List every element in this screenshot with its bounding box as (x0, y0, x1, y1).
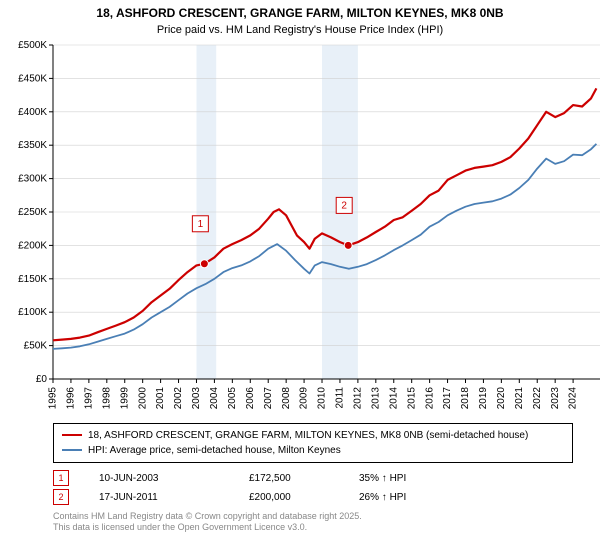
chart-svg: £0 £50K £100K £150K £200K £250K £300K £350K £400… (8, 41, 600, 419)
svg-text:1: 1 (198, 219, 204, 230)
svg-text:£150K: £150K (18, 274, 47, 285)
marker-price: £200,000 (249, 488, 359, 507)
svg-text:2017: 2017 (442, 386, 453, 409)
svg-text:2020: 2020 (496, 386, 507, 409)
svg-text:2012: 2012 (353, 386, 364, 409)
marker-table: 1 10-JUN-2003£172,50035% ↑ HPI 2 17-JUN-201… (53, 469, 573, 507)
svg-text:2003: 2003 (191, 386, 202, 409)
footer-line1: Contains HM Land Registry data © Crown c… (53, 511, 592, 522)
legend-label: HPI: Average price, semi-detached house,… (88, 443, 341, 458)
svg-text:2008: 2008 (281, 386, 292, 409)
marker-date: 10-JUN-2003 (99, 469, 249, 488)
legend-label: 18, ASHFORD CRESCENT, GRANGE FARM, MILTO… (88, 428, 528, 443)
marker-row: 2 17-JUN-2011£200,00026% ↑ HPI (53, 488, 573, 507)
legend-swatch (62, 434, 82, 436)
chart-title-line1: 18, ASHFORD CRESCENT, GRANGE FARM, MILTO… (8, 6, 592, 22)
marker-delta: 35% ↑ HPI (359, 469, 573, 488)
svg-text:£350K: £350K (18, 140, 47, 151)
marker-date: 17-JUN-2011 (99, 488, 249, 507)
svg-text:£500K: £500K (18, 41, 47, 51)
marker-number-box: 2 (53, 489, 69, 505)
svg-text:1996: 1996 (66, 386, 77, 409)
svg-text:2024: 2024 (568, 386, 579, 409)
svg-text:£200K: £200K (18, 240, 47, 251)
svg-text:1998: 1998 (101, 386, 112, 409)
svg-text:2001: 2001 (155, 386, 166, 409)
marker-number-box: 1 (53, 470, 69, 486)
svg-text:2015: 2015 (406, 386, 417, 409)
legend-row: HPI: Average price, semi-detached house,… (62, 443, 564, 458)
svg-text:2010: 2010 (317, 386, 328, 409)
svg-text:2007: 2007 (263, 386, 274, 409)
legend-row: 18, ASHFORD CRESCENT, GRANGE FARM, MILTO… (62, 428, 564, 443)
svg-text:£250K: £250K (18, 207, 47, 218)
svg-text:£0: £0 (36, 374, 48, 385)
footer-attribution: Contains HM Land Registry data © Crown c… (53, 511, 592, 534)
svg-text:2014: 2014 (388, 386, 399, 409)
svg-text:2023: 2023 (550, 386, 561, 409)
svg-text:£450K: £450K (18, 73, 47, 84)
svg-text:2: 2 (341, 200, 347, 211)
marker-price: £172,500 (249, 469, 359, 488)
svg-text:2011: 2011 (335, 386, 346, 408)
legend-box: 18, ASHFORD CRESCENT, GRANGE FARM, MILTO… (53, 423, 573, 463)
svg-text:2013: 2013 (370, 386, 381, 409)
legend-swatch (62, 449, 82, 451)
svg-text:£400K: £400K (18, 107, 47, 118)
svg-text:2009: 2009 (299, 386, 310, 409)
svg-text:1999: 1999 (119, 386, 130, 409)
chart-title-line2: Price paid vs. HM Land Registry's House … (8, 24, 592, 37)
svg-text:£300K: £300K (18, 173, 47, 184)
svg-text:2006: 2006 (245, 386, 256, 409)
marker-delta: 26% ↑ HPI (359, 488, 573, 507)
svg-text:£50K: £50K (24, 340, 48, 351)
svg-text:2005: 2005 (227, 386, 238, 409)
svg-text:2021: 2021 (514, 386, 525, 409)
svg-text:2000: 2000 (137, 386, 148, 409)
svg-text:2004: 2004 (209, 386, 220, 409)
svg-text:1997: 1997 (84, 386, 95, 409)
marker-row: 1 10-JUN-2003£172,50035% ↑ HPI (53, 469, 573, 488)
svg-text:£100K: £100K (18, 307, 47, 318)
svg-text:1995: 1995 (48, 386, 59, 409)
svg-text:2002: 2002 (173, 386, 184, 409)
svg-text:2019: 2019 (478, 386, 489, 409)
footer-line2: This data is licensed under the Open Gov… (53, 522, 592, 533)
svg-text:2018: 2018 (460, 386, 471, 409)
chart-container: 18, ASHFORD CRESCENT, GRANGE FARM, MILTO… (0, 0, 600, 560)
chart-plot-area: £0 £50K £100K £150K £200K £250K £300K £350K £400… (8, 41, 592, 419)
svg-text:2022: 2022 (532, 386, 543, 409)
svg-text:2016: 2016 (424, 386, 435, 409)
